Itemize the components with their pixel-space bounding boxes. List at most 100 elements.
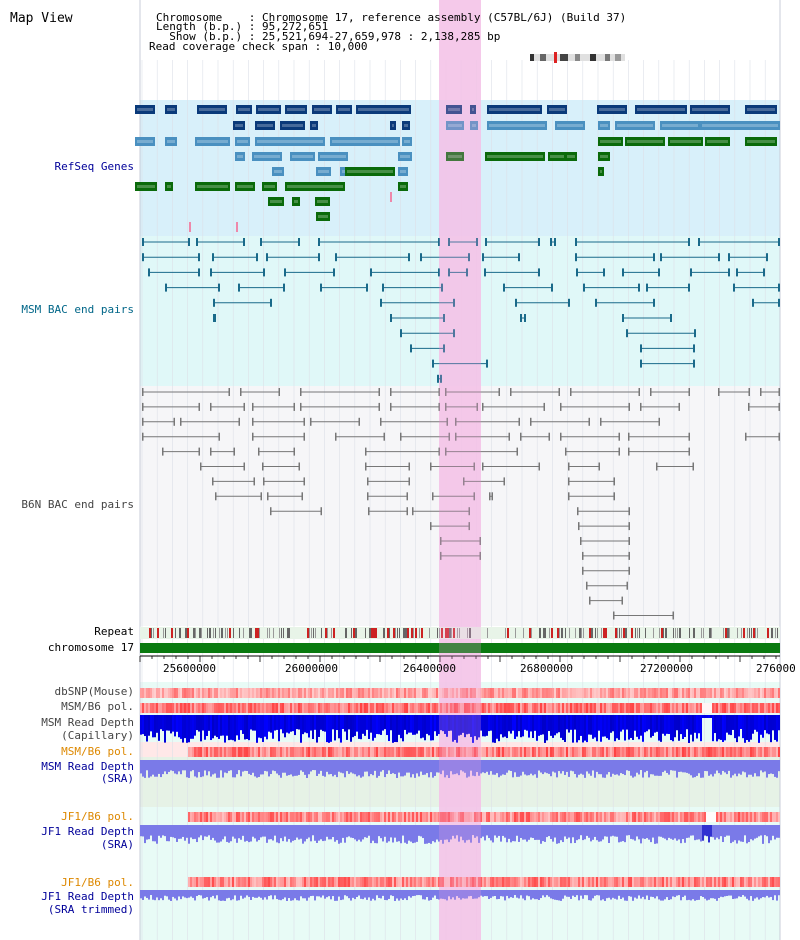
- jf1-pol-cell: [774, 812, 776, 822]
- jf1-pol2-cell: [384, 877, 386, 887]
- jf1-sra-depth: [662, 825, 664, 838]
- msm-capillary-depth: [158, 715, 160, 741]
- jf1-pol2-cell: [368, 877, 370, 887]
- jf1-pol2-cell: [572, 877, 574, 887]
- track-label-dbsnp[interactable]: dbSNP(Mouse): [54, 685, 134, 698]
- track-label-repeat[interactable]: Repeat: [94, 625, 134, 638]
- axis-tick-label: 26800000: [520, 662, 573, 675]
- msm-sra-depth: [500, 760, 502, 776]
- msm-pol-cell: [294, 703, 296, 713]
- jf1-trim-depth: [484, 890, 486, 897]
- msm-sra-depth: [222, 760, 224, 778]
- msm-capillary-depth: [180, 715, 182, 739]
- msm-sra-depth: [200, 760, 202, 778]
- msm-pol2-cell: [612, 747, 614, 757]
- jf1-sra-depth: [590, 825, 592, 842]
- dbsnp-cell: [380, 688, 382, 698]
- dbsnp-cell: [614, 688, 616, 698]
- msm-capillary-depth: [144, 715, 146, 737]
- track-label-msm-bac[interactable]: MSM BAC end pairs: [21, 303, 134, 316]
- track-label-refseq[interactable]: RefSeq Genes: [54, 160, 134, 173]
- dbsnp-cell: [504, 688, 506, 698]
- msm-pol-cell: [756, 703, 758, 713]
- b6n-bac-end: [406, 492, 408, 501]
- msm-capillary-depth: [184, 715, 186, 739]
- jf1-pol2-cell: [654, 877, 656, 887]
- jf1-pol2-cell: [682, 877, 684, 887]
- jf1-trim-depth: [184, 890, 186, 898]
- jf1-pol2-cell: [394, 877, 396, 887]
- jf1-pol2-cell: [382, 877, 384, 887]
- jf1-pol2-cell: [652, 877, 654, 887]
- msm-pol-cell: [688, 703, 690, 713]
- msm-pol-cell: [524, 703, 526, 713]
- msm-capillary-depth: [234, 715, 236, 742]
- msm-capillary-depth: [662, 715, 664, 734]
- msm-capillary-depth: [694, 715, 696, 733]
- b6n-bac-end: [491, 492, 493, 501]
- repeat-element: [289, 628, 290, 638]
- jf1-trim-depth: [288, 890, 290, 899]
- msm-sra-depth: [188, 760, 190, 778]
- jf1-pol-cell: [228, 812, 230, 822]
- msm-pol-cell: [282, 703, 284, 713]
- track-label-msm-depth-sra[interactable]: MSM Read Depth: [41, 760, 134, 773]
- jf1-sra-depth: [370, 825, 372, 844]
- track-label-msm-b6-pol-2[interactable]: MSM/B6 pol.: [61, 745, 134, 758]
- jf1-trim-depth: [398, 890, 400, 901]
- jf1-trim-depth: [716, 890, 718, 901]
- msm-bac-end: [698, 238, 700, 246]
- jf1-pol-cell: [556, 812, 558, 822]
- repeat-element: [677, 628, 678, 638]
- jf1-sra-depth: [556, 825, 558, 844]
- jf1-pol2-cell: [462, 877, 464, 887]
- msm-pol2-cell: [346, 747, 348, 757]
- msm-sra-depth: [232, 760, 234, 778]
- jf1-trim-depth: [474, 890, 476, 899]
- jf1-pol-cell: [360, 812, 362, 822]
- jf1-pol2-cell: [300, 877, 302, 887]
- msm-capillary-depth: [238, 715, 240, 740]
- msm-pol-cell: [194, 703, 196, 713]
- b6n-bac-end: [638, 388, 640, 396]
- jf1-sra-depth: [286, 825, 288, 842]
- track-label-msm-depth-cap[interactable]: MSM Read Depth: [41, 716, 134, 729]
- msm-pol-cell: [578, 703, 580, 713]
- dbsnp-cell: [638, 688, 640, 698]
- track-label-b6n-bac[interactable]: B6N BAC end pairs: [21, 498, 134, 511]
- jf1-pol2-cell: [604, 877, 606, 887]
- jf1-trim-depth: [348, 890, 350, 899]
- msm-capillary-depth: [148, 715, 150, 736]
- msm-capillary-depth: [770, 715, 772, 743]
- track-label-jf1-depth-sra[interactable]: JF1 Read Depth: [41, 825, 134, 838]
- msm-pol2-cell: [394, 747, 396, 757]
- dbsnp-cell: [586, 688, 588, 698]
- jf1-pol-cell: [584, 812, 586, 822]
- msm-pol-cell: [234, 703, 236, 713]
- jf1-trim-depth: [706, 890, 708, 901]
- msm-pol-cell: [672, 703, 674, 713]
- gene-exon-stripe: [404, 124, 408, 127]
- repeat-element: [515, 628, 516, 638]
- track-label-jf1-b6-pol-2[interactable]: JF1/B6 pol.: [61, 876, 134, 889]
- jf1-sra-depth: [490, 825, 492, 841]
- msm-capillary-depth: [230, 715, 232, 740]
- msm-capillary-depth: [454, 715, 456, 740]
- dbsnp-cell: [216, 688, 218, 698]
- msm-pol2-cell: [776, 747, 778, 757]
- msm-sra-depth: [644, 760, 646, 773]
- dbsnp-cell: [506, 688, 508, 698]
- jf1-trim-depth: [556, 890, 558, 901]
- msm-sra-depth: [612, 760, 614, 774]
- track-label-jf1-depth-trim[interactable]: JF1 Read Depth: [41, 890, 134, 903]
- jf1-pol-cell: [758, 812, 760, 822]
- jf1-sra-depth: [402, 825, 404, 836]
- msm-pol-cell: [420, 703, 422, 713]
- b6n-bac-end: [628, 566, 630, 575]
- track-label-jf1-b6-pol-1[interactable]: JF1/B6 pol.: [61, 810, 134, 823]
- msm-pol-cell: [486, 703, 488, 713]
- dbsnp-cell: [282, 688, 284, 698]
- msm-sra-depth: [302, 760, 304, 772]
- track-label-msm-b6-pol-1[interactable]: MSM/B6 pol.: [61, 700, 134, 713]
